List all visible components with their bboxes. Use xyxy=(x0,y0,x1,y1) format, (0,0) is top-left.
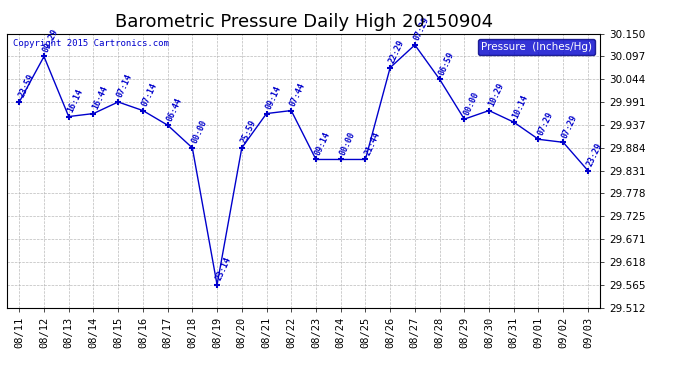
Text: 06:59: 06:59 xyxy=(437,50,455,76)
Pressure  (Inches/Hg) xyxy=(559,140,567,144)
Pressure  (Inches/Hg) xyxy=(114,100,122,104)
Text: 16:44: 16:44 xyxy=(91,84,110,111)
Title: Barometric Pressure Daily High 20150904: Barometric Pressure Daily High 20150904 xyxy=(115,13,493,31)
Text: 22:29: 22:29 xyxy=(388,38,406,65)
Pressure  (Inches/Hg) xyxy=(40,54,48,59)
Pressure  (Inches/Hg) xyxy=(237,146,246,150)
Line: Pressure  (Inches/Hg): Pressure (Inches/Hg) xyxy=(16,41,591,288)
Pressure  (Inches/Hg) xyxy=(411,43,419,47)
Text: 07:29: 07:29 xyxy=(536,110,555,136)
Pressure  (Inches/Hg) xyxy=(139,108,147,113)
Text: 09:14: 09:14 xyxy=(264,84,283,111)
Text: 21:44: 21:44 xyxy=(363,130,382,157)
Pressure  (Inches/Hg) xyxy=(312,157,320,162)
Text: 00:00: 00:00 xyxy=(462,90,480,116)
Pressure  (Inches/Hg) xyxy=(15,100,23,104)
Text: 00:00: 00:00 xyxy=(190,118,208,145)
Pressure  (Inches/Hg) xyxy=(435,77,444,81)
Text: 00:00: 00:00 xyxy=(338,130,357,157)
Pressure  (Inches/Hg) xyxy=(287,108,295,113)
Text: Copyright 2015 Cartronics.com: Copyright 2015 Cartronics.com xyxy=(13,39,169,48)
Pressure  (Inches/Hg) xyxy=(460,117,469,122)
Text: 23:29: 23:29 xyxy=(585,141,604,168)
Text: 07:14: 07:14 xyxy=(115,73,135,99)
Pressure  (Inches/Hg) xyxy=(164,123,172,128)
Pressure  (Inches/Hg) xyxy=(213,282,221,287)
Pressure  (Inches/Hg) xyxy=(510,120,518,124)
Pressure  (Inches/Hg) xyxy=(65,114,73,119)
Pressure  (Inches/Hg) xyxy=(386,65,394,70)
Text: 09:14: 09:14 xyxy=(313,130,332,157)
Text: 07:44: 07:44 xyxy=(288,81,307,108)
Text: 06:44: 06:44 xyxy=(165,96,184,122)
Text: 23:14: 23:14 xyxy=(215,255,233,282)
Pressure  (Inches/Hg) xyxy=(262,111,270,116)
Text: 10:29: 10:29 xyxy=(486,81,505,108)
Text: 07:29: 07:29 xyxy=(412,16,431,42)
Text: 25:59: 25:59 xyxy=(239,118,258,145)
Text: 09:29: 09:29 xyxy=(41,27,60,54)
Pressure  (Inches/Hg) xyxy=(534,137,542,141)
Text: 07:29: 07:29 xyxy=(560,113,580,140)
Text: 16:14: 16:14 xyxy=(66,87,85,114)
Text: 10:14: 10:14 xyxy=(511,93,530,119)
Text: 23:59: 23:59 xyxy=(17,73,35,99)
Pressure  (Inches/Hg) xyxy=(584,168,592,173)
Text: 07:14: 07:14 xyxy=(140,81,159,108)
Pressure  (Inches/Hg) xyxy=(485,108,493,113)
Pressure  (Inches/Hg) xyxy=(188,146,197,150)
Legend: Pressure  (Inches/Hg): Pressure (Inches/Hg) xyxy=(478,39,595,55)
Pressure  (Inches/Hg) xyxy=(337,157,345,162)
Pressure  (Inches/Hg) xyxy=(362,157,370,162)
Pressure  (Inches/Hg) xyxy=(89,111,97,116)
